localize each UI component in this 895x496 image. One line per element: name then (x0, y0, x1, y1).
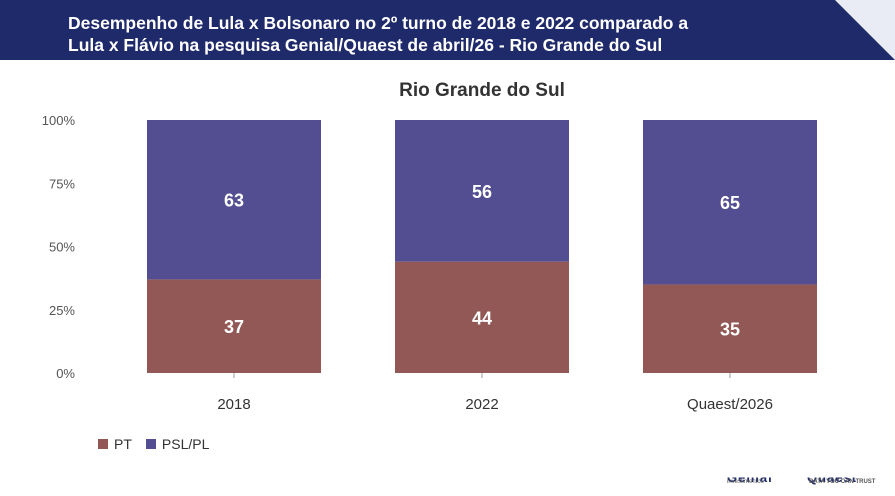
data-label-psl-pl: 65 (720, 193, 740, 213)
legend-swatch-psl-pl (145, 439, 156, 449)
legend-item-pt: PT (98, 436, 132, 452)
x-tick-label: Quaest/2026 (687, 396, 773, 413)
y-axis: 0% 25% 50% 75% 100% (42, 113, 76, 381)
y-tick-label: 0% (56, 366, 75, 381)
header-title-line2: Lula x Flávio na pesquisa Genial/Quaest … (68, 35, 663, 55)
y-tick-label: 100% (42, 113, 76, 128)
legend-swatch-pt (98, 439, 108, 449)
legend-label-psl-pl: PSL/PL (161, 436, 210, 452)
genial-logo-subtext: investimentos (727, 479, 764, 485)
bars-group: 37 63 44 56 35 65 (147, 120, 817, 373)
footer-logos: Genial investimentos Quaest DATA YOU CAN… (725, 470, 895, 496)
x-tick-label: 2018 (217, 396, 250, 413)
header-accent-shape (835, 0, 895, 60)
chart-title: Rio Grande do Sul (399, 80, 565, 101)
data-label-pt: 44 (472, 308, 492, 328)
bar-psl-pl (395, 120, 569, 262)
legend-item-psl-pl: PSL/PL (145, 436, 210, 452)
genial-logo-text: Genial (727, 470, 773, 486)
bar-psl-pl (147, 120, 321, 280)
x-tick-label: 2022 (465, 396, 498, 413)
legend-label-pt: PT (114, 436, 132, 452)
y-tick-label: 25% (49, 303, 75, 318)
header-title-line1: Desempenho de Lula x Bolsonaro no 2º tur… (68, 13, 689, 33)
data-label-psl-pl: 63 (224, 191, 244, 211)
header-banner: Desempenho de Lula x Bolsonaro no 2º tur… (0, 0, 895, 60)
legend: PT PSL/PL (98, 436, 223, 452)
bar-pt (147, 279, 321, 373)
quaest-logo-text: Quaest (807, 470, 858, 486)
data-label-psl-pl: 56 (472, 182, 492, 202)
data-label-pt: 35 (720, 320, 740, 340)
header-title: Desempenho de Lula x Bolsonaro no 2º tur… (68, 12, 828, 56)
stacked-bar-chart: Rio Grande do Sul 0% 25% 50% 75% 100% 37 63 44… (42, 80, 817, 413)
data-label-pt: 37 (224, 317, 244, 337)
bar-pt (643, 284, 817, 373)
y-tick-label: 75% (49, 176, 75, 191)
quaest-logo-subtext: DATA YOU CAN TRUST (809, 479, 876, 485)
bar-pt (395, 261, 569, 373)
bar-psl-pl (643, 120, 817, 285)
x-axis: 2018 2022 Quaest/2026 (217, 373, 773, 413)
y-tick-label: 50% (49, 240, 75, 255)
